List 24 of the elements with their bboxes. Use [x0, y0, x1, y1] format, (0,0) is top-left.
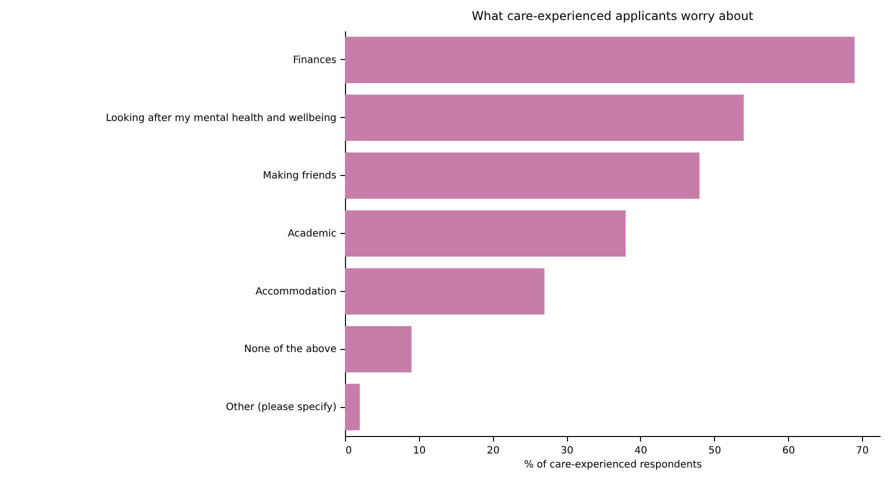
- bar: [345, 326, 412, 372]
- x-tick-label: 40: [634, 446, 648, 456]
- x-tick-label: 0: [346, 446, 352, 456]
- x-tick-label: 20: [486, 446, 500, 456]
- x-tick-label: 30: [560, 446, 574, 456]
- y-tick-label: Finances: [293, 54, 336, 66]
- x-tick-label: 10: [412, 446, 426, 456]
- x-tick-label: 70: [856, 446, 869, 456]
- x-tick-label: 60: [782, 446, 795, 456]
- bar: [345, 210, 626, 257]
- chart-title: What care-experienced applicants worry about: [472, 9, 754, 23]
- x-tick-label: 50: [708, 446, 722, 456]
- x-axis-title: % of care-experienced respondents: [524, 460, 702, 470]
- y-tick-label: Other (please specify): [226, 402, 337, 414]
- bar: [345, 384, 360, 430]
- bar: [345, 268, 544, 314]
- y-tick-label: Making friends: [262, 170, 336, 182]
- bar: [345, 94, 744, 141]
- y-tick-label: Looking after my mental health and wellbeing: [106, 112, 336, 124]
- bar: [345, 152, 700, 199]
- y-tick-label: Accommodation: [255, 286, 336, 298]
- bar: [345, 36, 855, 84]
- y-tick-label: Academic: [288, 228, 336, 240]
- y-tick-label: None of the above: [244, 344, 336, 356]
